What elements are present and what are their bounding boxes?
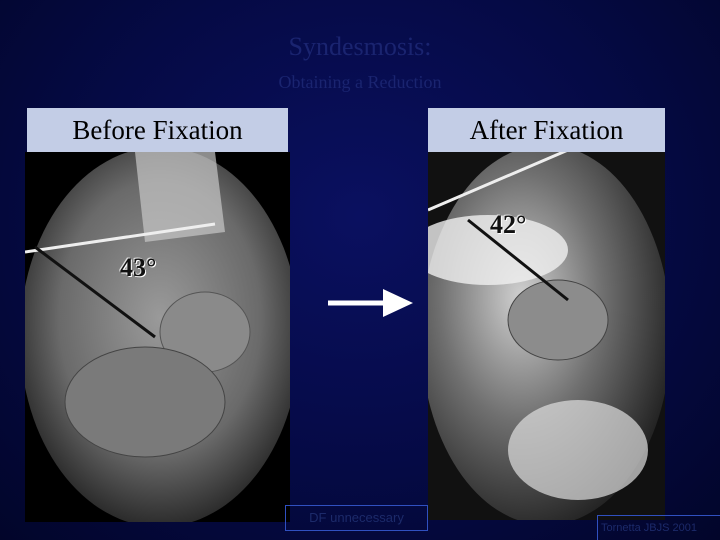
note: DF unnecessary — [285, 505, 428, 531]
angle-label: 42° — [490, 210, 527, 239]
subtitle: Obtaining a Reduction — [278, 72, 442, 92]
citation: Tornetta JBJS 2001 — [597, 515, 720, 540]
angle-label: 43° — [120, 253, 157, 282]
xray-before — [25, 152, 290, 522]
title: Syndesmosis: — [288, 32, 432, 61]
xray-after — [428, 150, 665, 520]
panel-label: Before Fixation — [27, 108, 288, 152]
panel-label: After Fixation — [428, 108, 665, 152]
arrow — [328, 289, 413, 317]
